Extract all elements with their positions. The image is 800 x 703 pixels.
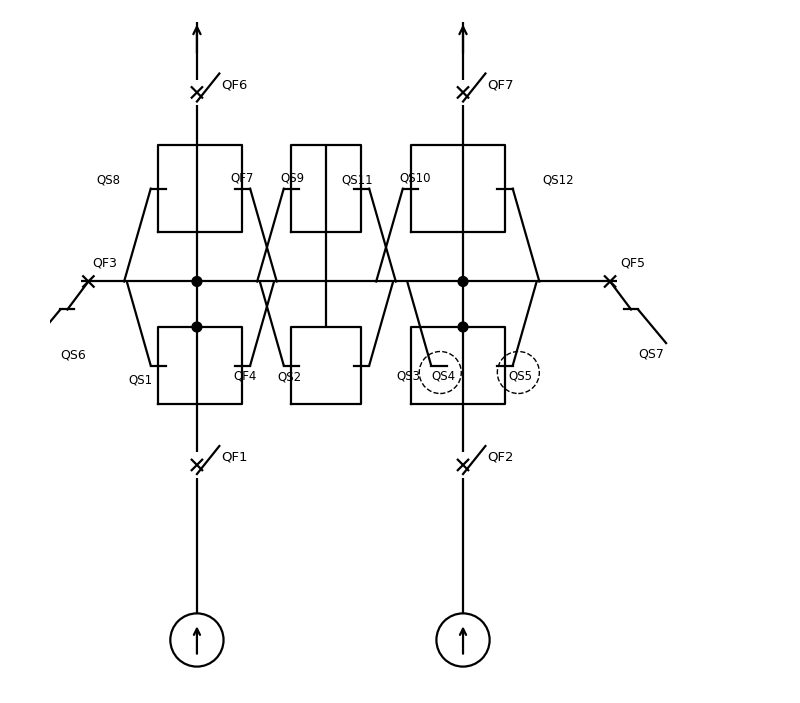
Text: QF7: QF7 <box>487 78 514 91</box>
Text: QS2: QS2 <box>278 371 302 384</box>
Text: QS6: QS6 <box>60 349 86 361</box>
Circle shape <box>192 276 202 286</box>
Text: QS1: QS1 <box>128 373 152 386</box>
Text: QS11: QS11 <box>341 173 373 186</box>
Text: QS10: QS10 <box>399 172 430 185</box>
Text: QF6: QF6 <box>222 78 248 91</box>
Text: QS5: QS5 <box>509 370 533 382</box>
Circle shape <box>458 276 468 286</box>
Circle shape <box>192 322 202 332</box>
Text: QF2: QF2 <box>487 451 514 464</box>
Text: QF3: QF3 <box>93 256 118 269</box>
Text: QS4: QS4 <box>432 370 456 382</box>
Text: QF4: QF4 <box>233 370 256 382</box>
Text: QF1: QF1 <box>222 451 248 464</box>
Text: QS7: QS7 <box>638 347 664 360</box>
Text: QF5: QF5 <box>621 256 646 269</box>
Text: QF7: QF7 <box>230 172 254 185</box>
Text: QS8: QS8 <box>97 173 121 186</box>
Circle shape <box>458 322 468 332</box>
Text: QS12: QS12 <box>543 173 574 186</box>
Text: QS9: QS9 <box>280 172 304 185</box>
Text: QS3: QS3 <box>397 370 421 382</box>
